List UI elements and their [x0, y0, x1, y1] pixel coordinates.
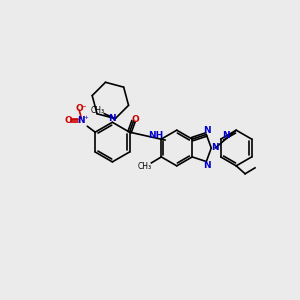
Text: N: N — [222, 130, 230, 140]
Text: N: N — [212, 142, 219, 152]
Text: O: O — [132, 115, 140, 124]
Text: −: − — [81, 103, 85, 108]
Text: CH₃: CH₃ — [137, 162, 152, 171]
Text: N: N — [203, 126, 211, 135]
Text: N: N — [109, 114, 116, 123]
Text: O: O — [64, 116, 72, 125]
Text: CH₃: CH₃ — [90, 106, 104, 115]
Text: O: O — [76, 104, 83, 113]
Text: NH: NH — [148, 130, 163, 140]
Text: N: N — [203, 161, 211, 170]
Text: +: + — [83, 115, 88, 120]
Text: N: N — [77, 116, 85, 125]
